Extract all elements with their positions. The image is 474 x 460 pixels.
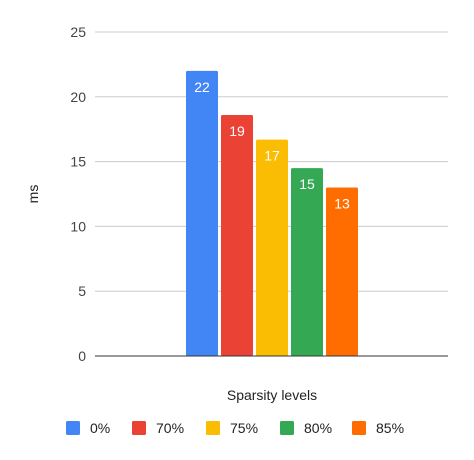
- bar: [221, 114, 253, 356]
- bar: [186, 70, 218, 356]
- legend-swatch: [280, 421, 294, 435]
- bar-data-label: 17: [264, 148, 280, 164]
- legend-item: 85%: [352, 420, 404, 436]
- bar-data-label: 13: [334, 196, 350, 212]
- legend-label: 85%: [376, 420, 404, 436]
- y-tick-label: 10: [70, 218, 86, 234]
- bars: 22 19 17 15 13: [186, 70, 358, 356]
- y-tick-label: 5: [78, 283, 86, 299]
- bar-data-label: 19: [229, 123, 245, 139]
- y-tick-label: 15: [70, 154, 86, 170]
- bar: [291, 168, 323, 356]
- y-axis-title: ms: [25, 185, 41, 204]
- legend-label: 0%: [90, 420, 110, 436]
- y-tick-label: 25: [70, 24, 86, 40]
- legend-label: 75%: [230, 420, 258, 436]
- legend-swatch: [132, 421, 146, 435]
- legend-item: 0%: [66, 420, 110, 436]
- legend-item: 75%: [206, 420, 258, 436]
- legend-item: 80%: [280, 420, 332, 436]
- legend-swatch: [206, 421, 220, 435]
- legend-item: 70%: [132, 420, 184, 436]
- legend-swatch: [352, 421, 366, 435]
- y-tick-label: 20: [70, 89, 86, 105]
- legend-label: 70%: [156, 420, 184, 436]
- bar-data-label: 22: [194, 79, 210, 95]
- bar-data-label: 15: [299, 176, 315, 192]
- y-axis-ticks: 0 5 10 15 20 25: [70, 24, 86, 364]
- legend-swatch: [66, 421, 80, 435]
- legend: 0% 70% 75% 80% 85%: [66, 420, 404, 436]
- y-tick-label: 0: [78, 348, 86, 364]
- bar: [326, 187, 358, 356]
- bar: [256, 139, 288, 356]
- x-axis-title: Sparsity levels: [227, 387, 317, 403]
- legend-label: 80%: [304, 420, 332, 436]
